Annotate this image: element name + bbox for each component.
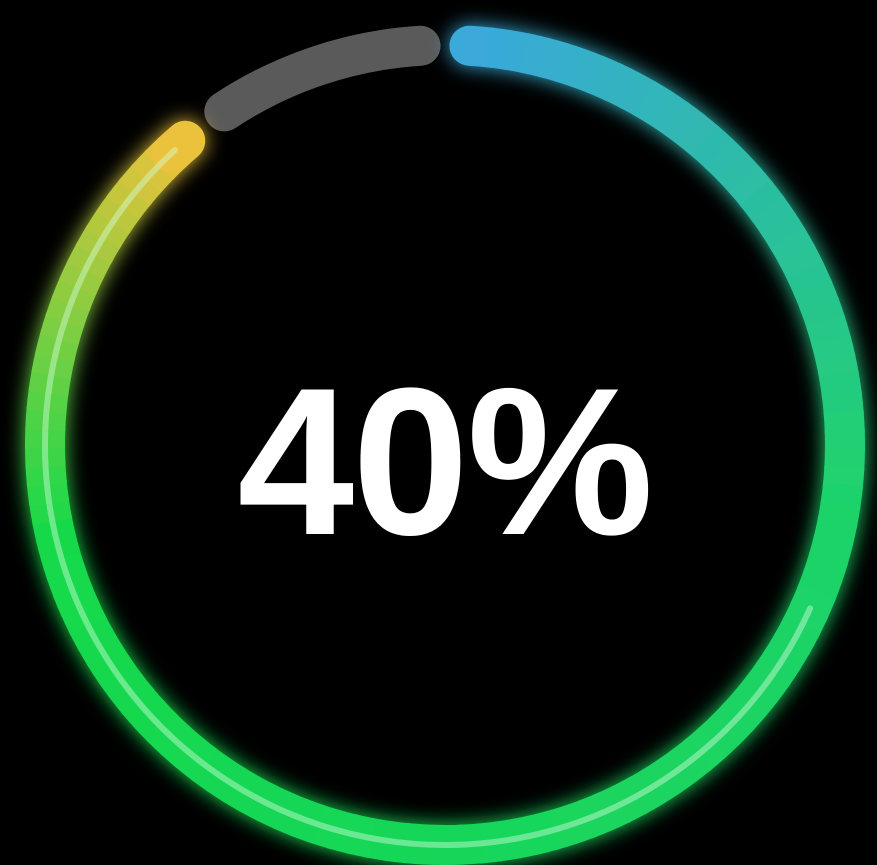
progress-arc: [24, 25, 865, 865]
progress-arc-highlight: [41, 147, 814, 848]
progress-track: [204, 25, 441, 132]
track-segment: [204, 25, 441, 132]
percent-value: 40%: [237, 344, 653, 579]
arc-highlight-line: [41, 147, 814, 848]
progress-arc-segment: [151, 120, 206, 174]
